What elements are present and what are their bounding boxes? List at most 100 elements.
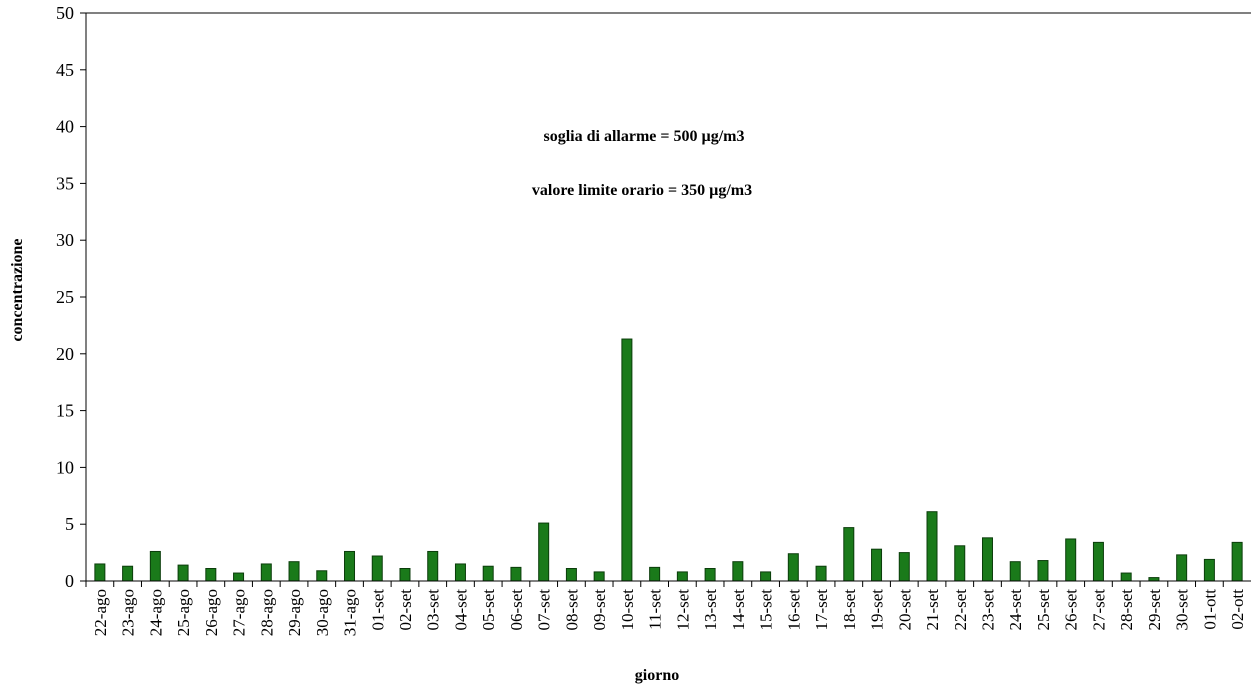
bar [1231, 541, 1243, 582]
x-tick-label: 24-ago [146, 589, 165, 636]
bar [926, 511, 938, 582]
x-tick-label: 09-set [590, 589, 609, 631]
bar [1009, 561, 1021, 582]
bar [1203, 558, 1215, 582]
x-tick-label: 29-ago [285, 589, 304, 636]
bars-group [94, 338, 1243, 582]
bar [1176, 554, 1188, 582]
bar [177, 564, 189, 582]
bar [149, 550, 161, 582]
x-tick-label: 29-set [1145, 589, 1164, 631]
x-tick-label: 20-set [895, 589, 914, 631]
y-tick-label: 45 [56, 60, 74, 80]
y-axis-label: concentrazione [9, 238, 26, 342]
bar [676, 571, 688, 582]
x-tick-label: 05-set [479, 589, 498, 631]
y-tick-label: 15 [56, 401, 74, 421]
bar [205, 568, 217, 582]
x-tick-label: 06-set [507, 589, 526, 631]
y-tick-label: 40 [56, 117, 74, 137]
x-tick-label: 15-set [757, 589, 776, 631]
bar [954, 545, 966, 582]
x-tick-label: 25-ago [174, 589, 193, 636]
x-tick-label: 17-set [812, 589, 831, 631]
x-tick-label: 27-set [1089, 589, 1108, 631]
bar [1148, 577, 1160, 582]
x-axis-ticks: 22-ago 23-ago 24-ago 25-ago 26-ago 27-ago 28-a… [85, 581, 1247, 636]
bar [593, 571, 605, 582]
x-tick-label: 23-set [978, 589, 997, 631]
x-tick-label: 16-set [784, 589, 803, 631]
x-tick-label: 10-set [618, 589, 637, 631]
x-tick-label: 30-set [1173, 589, 1192, 631]
bar [898, 552, 910, 582]
annotation-alarm-threshold: soglia di allarme = 500 µg/m3 [543, 128, 745, 145]
bar [122, 565, 134, 582]
bar [704, 568, 716, 582]
bar [787, 553, 799, 582]
x-tick-label: 03-set [424, 589, 443, 631]
bar [621, 338, 633, 582]
x-tick-label: 26-ago [202, 589, 221, 636]
x-tick-label: 02-ott [1228, 589, 1247, 630]
x-axis-label: giorno [634, 667, 680, 684]
bar [1037, 560, 1049, 582]
x-tick-label: 12-set [673, 589, 692, 631]
bar [843, 527, 855, 582]
bar [233, 572, 245, 582]
x-tick-label: 21-set [923, 589, 942, 631]
bar [94, 563, 106, 582]
x-tick-label: 28-ago [257, 589, 276, 636]
bar [1065, 538, 1077, 582]
x-tick-label: 30-ago [313, 589, 332, 636]
bar [260, 563, 272, 582]
bar [454, 563, 466, 582]
x-tick-label: 14-set [729, 589, 748, 631]
x-tick-label: 13-set [701, 589, 720, 631]
y-tick-label: 35 [56, 173, 74, 193]
y-tick-label: 0 [65, 571, 74, 591]
x-tick-label: 01-ott [1200, 589, 1219, 630]
x-tick-label: 01-set [368, 589, 387, 631]
bar [1120, 572, 1132, 582]
bar [565, 568, 577, 582]
y-tick-label: 10 [56, 457, 74, 477]
bar [981, 537, 993, 582]
x-tick-label: 31-ago [341, 589, 360, 636]
bar [760, 571, 772, 582]
bar [871, 548, 883, 582]
y-tick-label: 5 [65, 514, 74, 534]
x-tick-label: 23-ago [119, 589, 138, 636]
y-tick-label: 25 [56, 287, 74, 307]
x-tick-label: 27-ago [230, 589, 249, 636]
x-tick-label: 22-set [951, 589, 970, 631]
x-tick-label: 18-set [840, 589, 859, 631]
bar [316, 570, 328, 582]
bar [371, 555, 383, 582]
x-tick-label: 02-set [396, 589, 415, 631]
annotation-hourly-limit: valore limite orario = 350 µg/m3 [531, 182, 753, 199]
bar [538, 522, 550, 582]
bar [482, 565, 494, 582]
x-tick-label: 19-set [868, 589, 887, 631]
bar [510, 566, 522, 582]
x-tick-label: 28-set [1117, 589, 1136, 631]
y-tick-label: 50 [56, 3, 74, 23]
y-axis-ticks: 0 5 10 15 20 25 30 35 40 45 50 [56, 3, 86, 591]
bar [288, 561, 300, 582]
bar [427, 550, 439, 582]
y-tick-label: 30 [56, 230, 74, 250]
x-tick-label: 08-set [562, 589, 581, 631]
y-tick-label: 20 [56, 344, 74, 364]
x-tick-label: 25-set [1034, 589, 1053, 631]
x-tick-label: 11-set [646, 589, 665, 630]
x-tick-label: 07-set [535, 589, 554, 631]
x-tick-label: 04-set [451, 589, 470, 631]
bar [344, 550, 356, 582]
bar [649, 566, 661, 582]
bar [399, 568, 411, 582]
bar [1092, 541, 1104, 582]
bar [732, 561, 744, 582]
x-tick-label: 22-ago [91, 589, 110, 636]
